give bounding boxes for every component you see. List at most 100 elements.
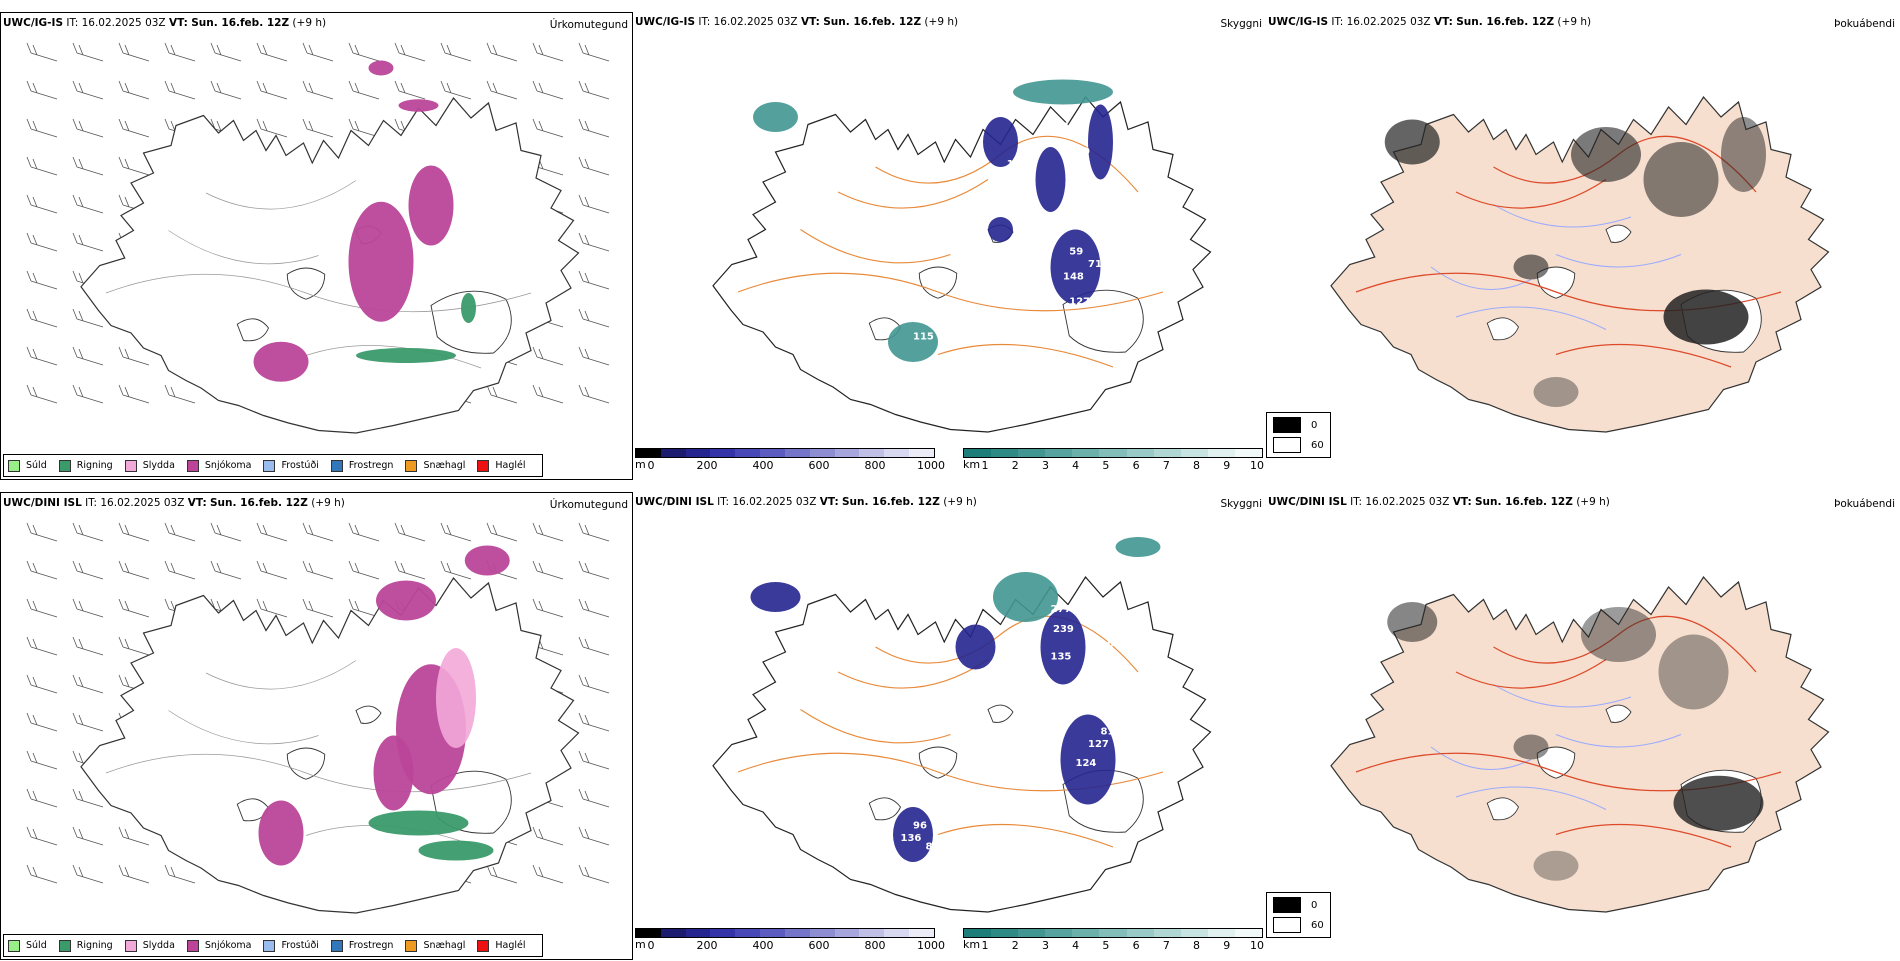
rain-area xyxy=(368,810,469,836)
colorbar-step xyxy=(884,449,910,457)
ceiling-value-label: 81 xyxy=(1101,727,1115,738)
glacier-outline xyxy=(918,746,958,779)
rivers xyxy=(1430,204,1682,330)
glacier-outline xyxy=(1536,746,1576,779)
lead-time: (+9 h) xyxy=(292,17,327,29)
ceiling-value-label: 96 xyxy=(913,820,927,831)
low-visibility-area xyxy=(983,117,1018,167)
fog-likelihood-area xyxy=(1643,142,1719,217)
fog-likelihood-area xyxy=(1387,602,1438,642)
colorbar-tick-label: 400 xyxy=(752,459,774,472)
fog-indicator-panel: UWC/IG-IS IT: 16.02.2025 03Z VT: Sun. 16… xyxy=(1266,12,1899,480)
fog-legend-swatch xyxy=(1273,417,1301,433)
colorbar-step xyxy=(964,929,992,937)
ceiling-value-label: 127 xyxy=(1088,739,1109,750)
colorbar-tick-label: 1 xyxy=(981,459,989,472)
legend-swatch xyxy=(263,459,276,472)
valid-time-value: Sun. 16.feb. 12Z xyxy=(210,497,308,509)
legend-label: Rigning xyxy=(76,940,113,951)
ceiling-colorbar: m 0 200 400 600 800 1000 xyxy=(635,928,946,952)
colorbar-step xyxy=(809,449,835,457)
ceiling-value-label: 126 xyxy=(1007,159,1028,170)
precip-type-legend: Súld Rigning Slydda Snjókoma Frostúði Frostre… xyxy=(3,934,543,957)
low-visibility-area xyxy=(955,624,996,670)
legend-item: Slydda xyxy=(124,459,175,472)
colorbar-tick-label: 600 xyxy=(808,939,830,952)
colorbar-tick-label: 10 xyxy=(1250,459,1264,472)
precip-map xyxy=(26,522,610,914)
colorbar-step xyxy=(660,449,686,457)
ceiling-value-label: 105 xyxy=(994,683,1015,694)
panel-header: UWC/DINI ISL IT: 16.02.2025 03Z VT: Sun.… xyxy=(3,497,345,509)
colorbar-step xyxy=(685,449,711,457)
low-visibility-area xyxy=(1040,609,1086,685)
low-visibility-area xyxy=(1115,537,1161,557)
fog-likelihood-area xyxy=(1533,850,1579,881)
model-name: UWC/DINI ISL xyxy=(1268,496,1347,508)
glacier-outline xyxy=(430,290,512,354)
fog-likelihood-area xyxy=(1663,289,1749,345)
glacier-outline xyxy=(286,267,326,300)
colorbar-step xyxy=(1153,929,1181,937)
valid-time-value: Sun. 16.feb. 12Z xyxy=(1475,496,1573,508)
visibility-panel: 96 89 73 136 127 124 81 135 107 277 239 110 105 65 158… xyxy=(633,492,1266,960)
legend-label: Snæhagl xyxy=(423,460,466,471)
iceland-outline: 115 59 148 127 59 71 84 239 183 126 94 48 96 xyxy=(712,79,1212,433)
precip-type-legend: Súld Rigning Slydda Snjókoma Frostúði Frostre… xyxy=(3,454,543,477)
colorbar-unit: km xyxy=(963,938,981,951)
panel-title: Þokuábendi xyxy=(1834,498,1895,510)
colorbar-step xyxy=(1072,929,1100,937)
colorbar-step xyxy=(1180,449,1208,457)
iceland-outline xyxy=(80,545,580,914)
ceiling-value-label: 135 xyxy=(1051,652,1072,663)
colorbar-tick-label: 7 xyxy=(1162,459,1170,472)
colorbar-ticks: 0 200 400 600 800 1000 xyxy=(635,938,946,952)
legend-item: Snæhagl xyxy=(405,459,466,472)
snowfall-area xyxy=(368,60,394,76)
colorbar-step xyxy=(909,929,934,937)
legend-label: Frostregn xyxy=(348,460,394,471)
glacier-outline xyxy=(1062,289,1144,353)
iceland-outline xyxy=(1330,576,1830,913)
visibility-map: 96 89 73 136 127 124 81 135 107 277 239 110 105 65 158 xyxy=(712,537,1212,913)
fog-likelihood-area xyxy=(1571,127,1641,182)
rain-area xyxy=(461,293,476,323)
colorbar-tick-label: 1000 xyxy=(917,939,945,952)
model-name: UWC/DINI ISL xyxy=(635,496,714,508)
ceiling-value-label: 239 xyxy=(1053,624,1074,635)
colorbar-step xyxy=(964,449,992,457)
colorbar-step xyxy=(636,929,661,937)
visibility-colorbar: km 1 2 3 4 5 6 7 8 9 10 xyxy=(963,448,1264,472)
init-time-label: IT: xyxy=(1331,16,1344,28)
colorbar-step xyxy=(710,929,736,937)
init-time-value: 16.02.2025 03Z xyxy=(100,497,185,509)
roads xyxy=(1355,615,1782,848)
fog-indicator-panel: UWC/DINI ISL IT: 16.02.2025 03Z VT: Sun.… xyxy=(1266,492,1899,960)
colorbar-step xyxy=(834,929,860,937)
rain-area xyxy=(356,348,456,363)
legend-swatch xyxy=(8,459,20,472)
valid-time-label: VT: xyxy=(800,16,820,28)
ceiling-value-label: 48 xyxy=(988,203,1002,214)
fog-likelihood-area xyxy=(1513,254,1549,280)
colorbar-step xyxy=(685,929,711,937)
colorbar-tick-label: 8 xyxy=(1193,459,1201,472)
glacier-outline xyxy=(355,705,382,724)
panel-header: UWC/IG-IS IT: 16.02.2025 03Z VT: Sun. 16… xyxy=(635,16,958,28)
legend-label: Snæhagl xyxy=(423,940,466,951)
ceiling-value-label: 183 xyxy=(1063,122,1084,133)
colorbar-tick-label: 3 xyxy=(1041,459,1049,472)
init-time-label: IT: xyxy=(717,496,730,508)
visibility-colorbar: km 1 2 3 4 5 6 7 8 9 10 xyxy=(963,928,1264,952)
legend-label: Snjókoma xyxy=(204,940,252,951)
colorbar-step xyxy=(784,929,810,937)
glacier-outline xyxy=(868,797,902,821)
ceiling-value-label: 115 xyxy=(913,332,934,343)
valid-time-value: Sun. 16.feb. 12Z xyxy=(191,17,290,29)
init-time-value: 16.02.2025 03Z xyxy=(1346,16,1431,28)
snowfall-area xyxy=(408,165,454,246)
low-visibility-area xyxy=(993,572,1058,622)
legend-label: Súld xyxy=(26,460,47,471)
ceiling-value-label: 73 xyxy=(926,858,940,869)
ceiling-value-label: 277 xyxy=(1051,604,1072,615)
